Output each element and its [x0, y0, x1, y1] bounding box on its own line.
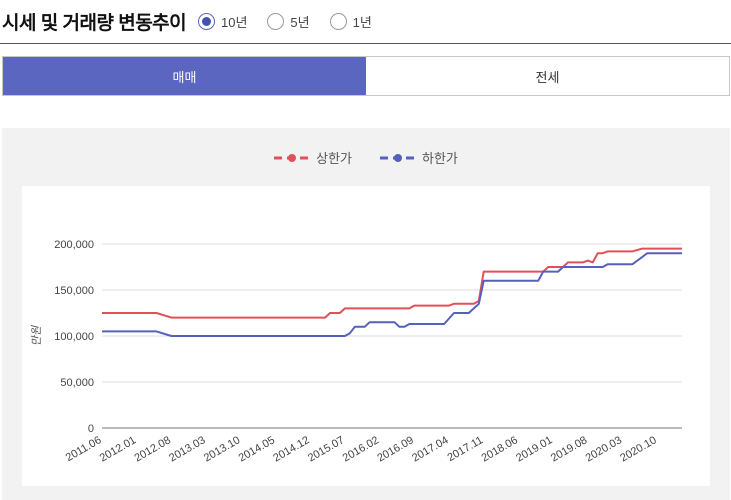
legend-item-lower[interactable]: 하한가 [380, 148, 458, 167]
tab-jeonse[interactable]: 전세 [366, 57, 729, 95]
radio-button[interactable] [329, 13, 347, 30]
y-tick-label: 0 [88, 423, 94, 435]
y-tick-label: 100,000 [54, 331, 94, 343]
series-line-lower [102, 252, 682, 337]
x-tick-label: 2014.12 [271, 434, 311, 464]
x-tick-label: 2011.06 [64, 434, 104, 464]
y-axis-label: 만원 [30, 325, 43, 346]
radio-1-year[interactable]: 1년 [329, 12, 372, 31]
x-tick-label: 2017.04 [410, 434, 450, 464]
y-tick-label: 200,000 [54, 239, 94, 251]
period-radio-group: 10년 5년 1년 [198, 12, 392, 31]
radio-button-checked[interactable] [198, 13, 215, 30]
legend-lower-swatch-icon [380, 153, 416, 162]
chart-plot-area: 200,000 150,000 100,000 50,000 0 만원 2011.06 201… [22, 186, 710, 486]
legend-upper-label: 상한가 [316, 151, 352, 166]
x-tick-label: 2012.01 [98, 434, 138, 464]
legend-item-upper[interactable]: 상한가 [274, 148, 352, 167]
legend-lower-label: 하한가 [422, 151, 458, 166]
trade-type-tabs: 매매 전세 [2, 56, 730, 96]
x-tick-label: 2020.10 [618, 434, 658, 464]
x-tick-label: 2016.09 [375, 434, 415, 464]
x-tick-label: 2013.03 [167, 434, 207, 464]
radio-label: 10년 [221, 15, 248, 30]
radio-5-years[interactable]: 5년 [267, 12, 310, 31]
series-line-upper [102, 247, 682, 319]
x-tick-label: 2020.03 [584, 434, 624, 464]
radio-10-years[interactable]: 10년 [198, 12, 247, 31]
radio-label: 1년 [352, 15, 372, 30]
x-tick-label: 2015.07 [306, 434, 346, 464]
radio-button[interactable] [267, 13, 285, 30]
chart-panel: 상한가 하한가 200,000 150,000 100,000 50,000 0 만원 20… [2, 128, 730, 500]
y-tick-label: 50,000 [60, 377, 94, 389]
radio-label: 5년 [290, 15, 310, 30]
x-tick-label: 2016.02 [341, 434, 381, 464]
price-trend-chart: 200,000150,000100,00050,0000만원2011.06201… [30, 239, 682, 464]
chart-legend: 상한가 하한가 [2, 148, 730, 167]
section-header: 시세 및 거래량 변동추이 10년 5년 1년 [0, 0, 731, 44]
x-tick-label: 2012.08 [132, 434, 172, 464]
x-tick-label: 2013.10 [202, 434, 242, 464]
x-tick-label: 2018.06 [479, 434, 519, 464]
y-tick-label: 150,000 [54, 285, 94, 297]
x-tick-label: 2014.05 [237, 434, 277, 464]
x-tick-label: 2019.08 [549, 434, 589, 464]
section-title: 시세 및 거래량 변동추이 [2, 13, 187, 34]
x-tick-label: 2019.01 [514, 434, 554, 464]
x-tick-label: 2017.11 [445, 434, 485, 464]
tab-sale[interactable]: 매매 [3, 57, 366, 95]
legend-upper-swatch-icon [274, 153, 311, 162]
